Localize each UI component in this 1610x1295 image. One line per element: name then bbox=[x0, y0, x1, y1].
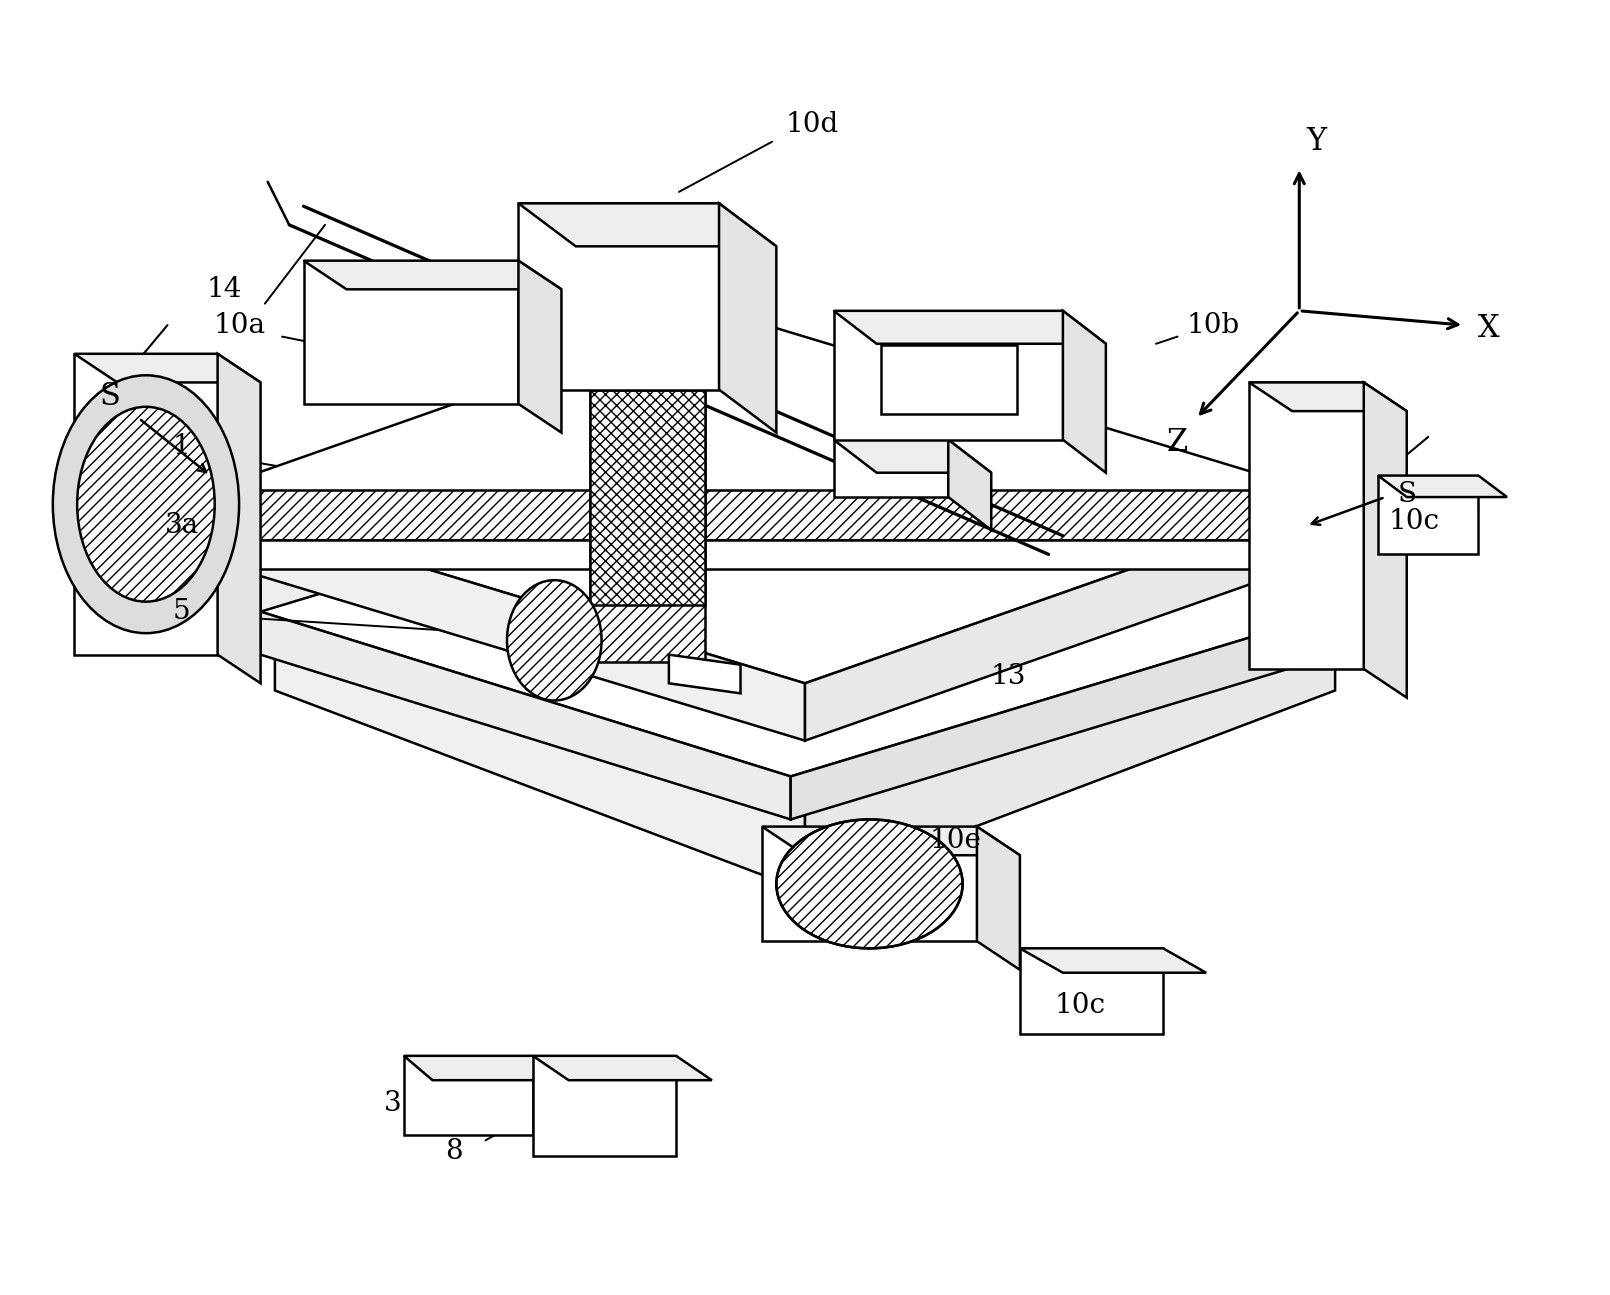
Polygon shape bbox=[591, 203, 705, 662]
Polygon shape bbox=[261, 447, 1335, 777]
Polygon shape bbox=[217, 354, 261, 684]
Polygon shape bbox=[805, 497, 1335, 741]
Text: 10b: 10b bbox=[1187, 312, 1240, 338]
Polygon shape bbox=[591, 390, 705, 605]
Text: S: S bbox=[1397, 480, 1417, 508]
Polygon shape bbox=[304, 260, 518, 404]
Polygon shape bbox=[1063, 311, 1106, 473]
Polygon shape bbox=[275, 404, 1335, 805]
Text: 3: 3 bbox=[383, 1089, 401, 1116]
Text: 14: 14 bbox=[208, 276, 243, 303]
Polygon shape bbox=[762, 826, 977, 941]
Polygon shape bbox=[74, 354, 217, 655]
Polygon shape bbox=[791, 562, 1335, 777]
Text: 10c: 10c bbox=[1388, 508, 1439, 535]
Polygon shape bbox=[275, 605, 805, 891]
Text: Z: Z bbox=[1167, 427, 1188, 458]
Text: 10a: 10a bbox=[213, 312, 266, 338]
Polygon shape bbox=[948, 440, 992, 530]
Polygon shape bbox=[668, 655, 741, 693]
Polygon shape bbox=[188, 497, 805, 741]
Polygon shape bbox=[188, 540, 1335, 569]
Polygon shape bbox=[261, 611, 791, 820]
Polygon shape bbox=[834, 311, 1106, 343]
Polygon shape bbox=[1249, 382, 1364, 670]
Polygon shape bbox=[404, 1055, 562, 1080]
Polygon shape bbox=[762, 826, 1019, 855]
Polygon shape bbox=[720, 203, 776, 433]
Polygon shape bbox=[1378, 475, 1507, 497]
Bar bbox=[881, 346, 1018, 414]
Polygon shape bbox=[188, 311, 1335, 684]
Polygon shape bbox=[805, 605, 1335, 891]
Text: 5: 5 bbox=[172, 598, 190, 625]
Polygon shape bbox=[1378, 475, 1478, 554]
Polygon shape bbox=[533, 1055, 712, 1080]
Polygon shape bbox=[1019, 948, 1206, 973]
Polygon shape bbox=[74, 354, 261, 382]
Text: 10c: 10c bbox=[1055, 992, 1106, 1019]
Polygon shape bbox=[1019, 948, 1162, 1035]
Polygon shape bbox=[834, 440, 948, 497]
Text: Y: Y bbox=[1306, 126, 1327, 157]
Ellipse shape bbox=[53, 376, 238, 633]
Polygon shape bbox=[834, 440, 992, 473]
Text: 10e: 10e bbox=[929, 828, 982, 855]
Ellipse shape bbox=[77, 407, 214, 602]
Polygon shape bbox=[304, 260, 562, 289]
Text: S: S bbox=[100, 381, 121, 412]
Polygon shape bbox=[791, 611, 1335, 820]
Polygon shape bbox=[518, 203, 720, 390]
Ellipse shape bbox=[776, 820, 963, 948]
Ellipse shape bbox=[507, 580, 602, 701]
Polygon shape bbox=[518, 203, 776, 246]
Polygon shape bbox=[404, 1055, 533, 1134]
Text: 1: 1 bbox=[172, 434, 190, 461]
Polygon shape bbox=[518, 260, 562, 433]
Polygon shape bbox=[977, 826, 1019, 970]
Text: 3a: 3a bbox=[164, 513, 198, 539]
Text: 13: 13 bbox=[990, 663, 1026, 690]
Polygon shape bbox=[834, 311, 1063, 440]
Polygon shape bbox=[188, 490, 1335, 540]
Text: 8: 8 bbox=[446, 1138, 462, 1166]
Polygon shape bbox=[261, 562, 791, 777]
Text: 10d: 10d bbox=[786, 111, 839, 139]
Text: X: X bbox=[1478, 312, 1499, 343]
Polygon shape bbox=[1249, 382, 1407, 411]
Polygon shape bbox=[533, 1055, 676, 1156]
Polygon shape bbox=[261, 396, 1335, 726]
Polygon shape bbox=[1364, 382, 1407, 698]
